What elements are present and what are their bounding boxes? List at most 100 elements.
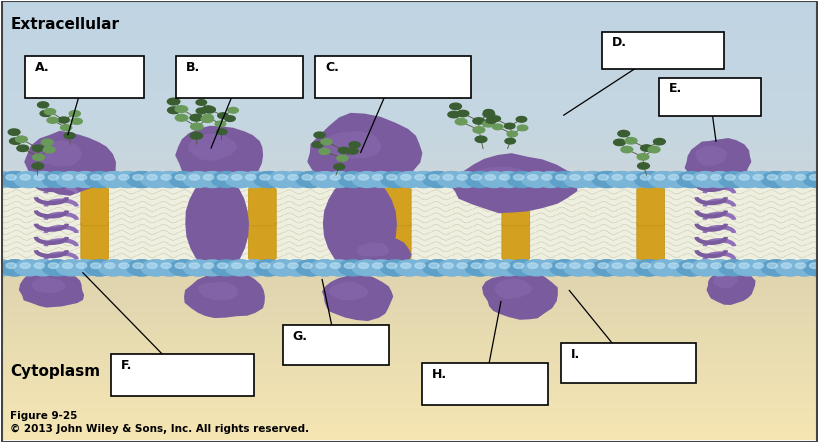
Circle shape <box>536 260 565 276</box>
Bar <box>1 266 818 268</box>
Circle shape <box>556 263 566 268</box>
Bar <box>1 118 818 119</box>
Bar <box>1 298 818 300</box>
Circle shape <box>359 263 369 268</box>
Bar <box>1 236 818 237</box>
Circle shape <box>211 171 241 187</box>
Bar <box>1 209 818 210</box>
Circle shape <box>189 175 200 180</box>
Circle shape <box>479 171 509 187</box>
Bar <box>1 107 818 108</box>
Circle shape <box>197 108 206 114</box>
FancyBboxPatch shape <box>25 56 144 98</box>
Circle shape <box>522 260 551 276</box>
Bar <box>1 381 818 384</box>
Bar <box>1 349 818 352</box>
Text: H.: H. <box>432 368 446 381</box>
Circle shape <box>485 175 495 180</box>
Circle shape <box>795 263 806 268</box>
Bar <box>1 205 818 207</box>
Bar <box>1 239 818 241</box>
Circle shape <box>302 263 312 268</box>
Circle shape <box>62 175 73 180</box>
Circle shape <box>288 175 298 180</box>
Circle shape <box>0 260 16 276</box>
Circle shape <box>71 118 82 124</box>
Bar <box>1 199 818 200</box>
Bar <box>1 411 818 413</box>
FancyBboxPatch shape <box>602 31 724 69</box>
Bar <box>1 352 818 354</box>
Circle shape <box>395 171 424 187</box>
Circle shape <box>0 260 29 276</box>
Circle shape <box>14 260 43 276</box>
Circle shape <box>338 260 368 276</box>
Circle shape <box>733 260 762 276</box>
Circle shape <box>500 175 509 180</box>
Circle shape <box>640 145 653 151</box>
Bar <box>1 88 818 89</box>
Bar <box>1 194 818 195</box>
Circle shape <box>781 175 792 180</box>
Circle shape <box>762 171 790 187</box>
Circle shape <box>312 142 324 148</box>
Circle shape <box>795 175 806 180</box>
Circle shape <box>0 171 29 187</box>
Circle shape <box>211 171 241 187</box>
Circle shape <box>6 175 16 180</box>
Polygon shape <box>695 146 727 166</box>
Bar <box>1 396 818 398</box>
Circle shape <box>43 260 72 276</box>
Bar <box>1 232 818 234</box>
Circle shape <box>62 175 73 180</box>
Circle shape <box>638 163 649 169</box>
Circle shape <box>324 171 354 187</box>
Circle shape <box>663 171 692 187</box>
Circle shape <box>654 263 665 268</box>
Circle shape <box>14 171 43 187</box>
Circle shape <box>690 260 720 276</box>
Circle shape <box>473 118 485 124</box>
Bar <box>1 218 818 219</box>
Circle shape <box>522 171 551 187</box>
Circle shape <box>0 171 29 187</box>
Bar <box>1 164 818 165</box>
Circle shape <box>84 171 114 187</box>
Circle shape <box>387 263 397 268</box>
Bar <box>1 28 818 29</box>
Circle shape <box>32 163 43 169</box>
Circle shape <box>170 260 199 276</box>
Bar <box>1 95 818 96</box>
Bar <box>1 193 818 194</box>
Polygon shape <box>707 266 756 305</box>
Circle shape <box>274 263 284 268</box>
Circle shape <box>296 260 325 276</box>
Bar <box>1 400 818 403</box>
Circle shape <box>197 171 227 187</box>
Circle shape <box>288 175 298 180</box>
Circle shape <box>697 175 707 180</box>
Bar <box>1 169 818 170</box>
Bar <box>1 2 818 3</box>
Circle shape <box>747 171 776 187</box>
Bar <box>1 213 818 214</box>
Circle shape <box>627 175 636 180</box>
Bar <box>1 154 818 155</box>
Polygon shape <box>198 282 239 300</box>
Circle shape <box>76 263 87 268</box>
Bar <box>1 63 818 64</box>
Bar <box>1 303 818 305</box>
Bar <box>1 37 818 38</box>
Circle shape <box>338 171 368 187</box>
Polygon shape <box>188 134 238 161</box>
Bar <box>1 427 818 430</box>
Bar <box>1 334 818 337</box>
Bar <box>1 138 818 139</box>
Circle shape <box>99 260 129 276</box>
Polygon shape <box>25 131 116 196</box>
Circle shape <box>753 263 763 268</box>
Bar <box>1 337 818 339</box>
Circle shape <box>719 260 749 276</box>
Bar <box>1 10 818 11</box>
Bar <box>1 111 818 112</box>
